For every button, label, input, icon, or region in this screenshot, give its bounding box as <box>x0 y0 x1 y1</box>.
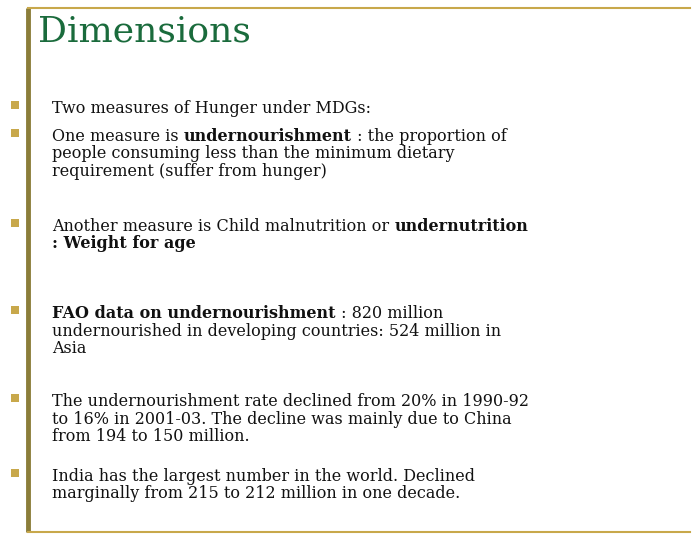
Text: people consuming less than the minimum dietary: people consuming less than the minimum d… <box>52 145 454 163</box>
Bar <box>11 469 19 477</box>
Text: India has the largest number in the world. Declined: India has the largest number in the worl… <box>52 468 475 485</box>
Text: Another measure is Child malnutrition or: Another measure is Child malnutrition or <box>52 218 394 235</box>
Text: requirement (suffer from hunger): requirement (suffer from hunger) <box>52 163 327 180</box>
Text: : the proportion of: : the proportion of <box>352 128 507 145</box>
Text: Dimensions: Dimensions <box>38 14 251 48</box>
Text: Asia: Asia <box>52 340 87 357</box>
Text: marginally from 215 to 212 million in one decade.: marginally from 215 to 212 million in on… <box>52 485 460 503</box>
Text: One measure is: One measure is <box>52 128 184 145</box>
Text: The undernourishment rate declined from 20% in 1990-92: The undernourishment rate declined from … <box>52 393 529 410</box>
Text: undernutrition: undernutrition <box>394 218 528 235</box>
Bar <box>11 219 19 227</box>
Text: FAO data on undernourishment: FAO data on undernourishment <box>52 305 336 322</box>
Text: undernourishment: undernourishment <box>184 128 352 145</box>
Bar <box>11 129 19 137</box>
Bar <box>11 394 19 402</box>
Text: undernourished in developing countries: 524 million in: undernourished in developing countries: … <box>52 322 501 340</box>
Text: from 194 to 150 million.: from 194 to 150 million. <box>52 428 250 445</box>
Text: : Weight for age: : Weight for age <box>52 235 195 253</box>
Bar <box>11 306 19 314</box>
Text: : 820 million: : 820 million <box>336 305 443 322</box>
Text: to 16% in 2001-03. The decline was mainly due to China: to 16% in 2001-03. The decline was mainl… <box>52 410 512 428</box>
Text: Two measures of Hunger under MDGs:: Two measures of Hunger under MDGs: <box>52 100 371 117</box>
Bar <box>11 101 19 109</box>
